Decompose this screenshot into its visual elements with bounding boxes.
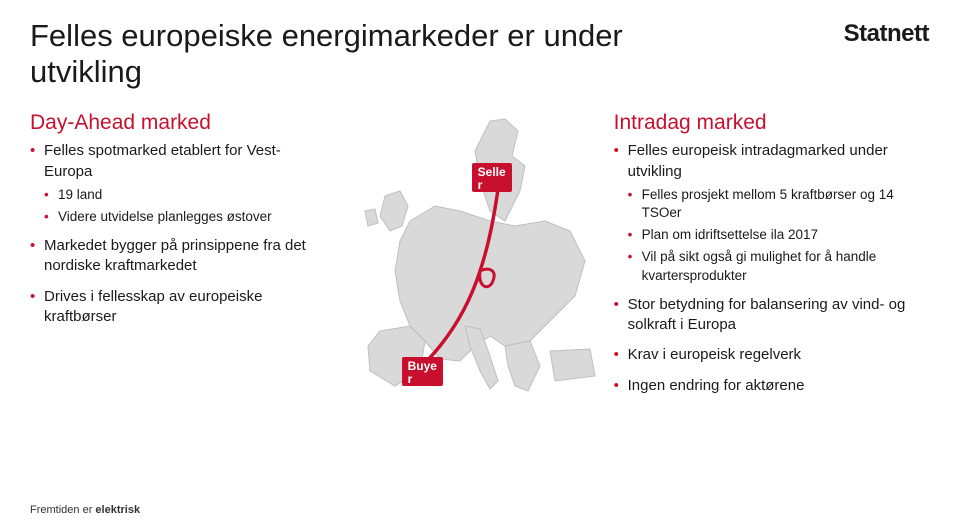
footer-prefix: Fremtiden er [30, 504, 95, 516]
left-b1: Felles spotmarked etablert for Vest-Euro… [30, 141, 326, 226]
left-b3: Drives i fellesskap av europeiske kraftb… [30, 287, 326, 328]
left-b1-sub: 19 land Videre utvidelse planlegges østo… [44, 186, 326, 226]
left-b2: Markedet bygger på prinsippene fra det n… [30, 236, 326, 277]
footer: Fremtiden er elektrisk [30, 504, 140, 516]
map-land [365, 119, 595, 391]
right-b1-text: Felles europeisk intradagmarked under ut… [628, 142, 888, 179]
left-b1-sub1: 19 land [44, 186, 326, 204]
right-b3: Krav i europeisk regelverk [614, 345, 929, 365]
right-b1-sub: Felles prosjekt mellom 5 kraftbørser og … [628, 186, 929, 285]
left-column: Day-Ahead marked Felles spotmarked etabl… [30, 111, 326, 431]
right-bullets: Felles europeisk intradagmarked under ut… [614, 141, 929, 396]
map-column: Selle r Buye r [340, 111, 600, 431]
footer-bold: elektrisk [95, 504, 140, 516]
buyer-tag: Buye r [402, 357, 443, 386]
left-heading: Day-Ahead marked [30, 111, 326, 135]
right-b1-sub3: Vil på sikt også gi mulighet for å handl… [628, 248, 929, 284]
slide: Felles europeiske energimarkeder er unde… [0, 0, 959, 530]
right-b2: Stor betydning for balansering av vind- … [614, 295, 929, 336]
right-heading: Intradag marked [614, 111, 929, 135]
right-b1-sub2: Plan om idriftsettelse ila 2017 [628, 226, 929, 244]
europe-map: Selle r Buye r [340, 111, 600, 431]
left-bullets: Felles spotmarked etablert for Vest-Euro… [30, 141, 326, 327]
logo-statnett: Statnett [844, 20, 929, 48]
right-b1: Felles europeisk intradagmarked under ut… [614, 141, 929, 285]
left-b1-sub2: Videre utvidelse planlegges østover [44, 208, 326, 226]
right-b1-sub1: Felles prosjekt mellom 5 kraftbørser og … [628, 186, 929, 222]
page-title: Felles europeiske energimarkeder er unde… [30, 18, 650, 89]
buyer-label-line2: r [408, 372, 413, 386]
right-column: Intradag marked Felles europeisk intrada… [614, 111, 929, 431]
europe-map-svg [340, 111, 600, 431]
seller-label-line2: r [478, 178, 483, 192]
seller-tag: Selle r [472, 163, 512, 192]
left-b1-text: Felles spotmarked etablert for Vest-Euro… [44, 142, 281, 179]
columns: Day-Ahead marked Felles spotmarked etabl… [30, 111, 929, 431]
right-b4: Ingen endring for aktørene [614, 376, 929, 396]
